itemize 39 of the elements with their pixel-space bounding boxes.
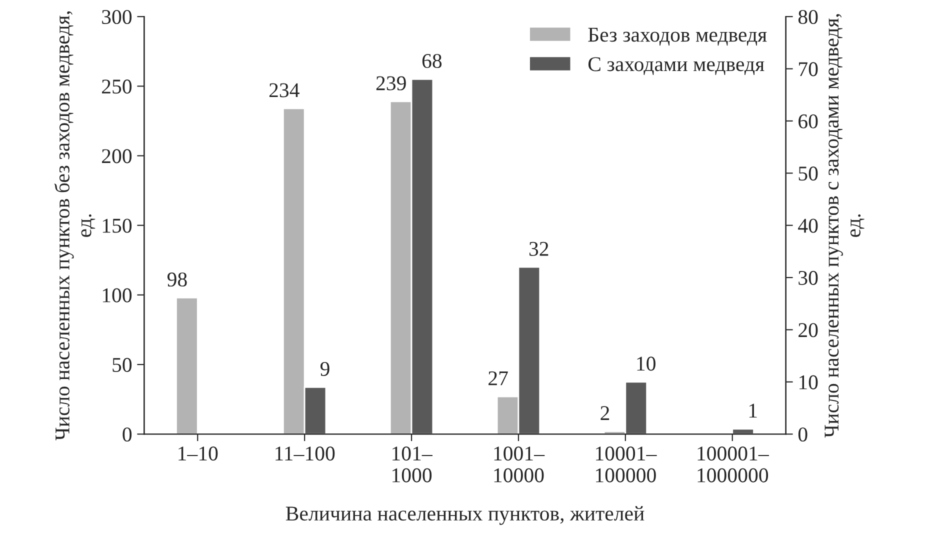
x-tick-label: 1–10 — [178, 446, 218, 461]
data-label: 10 — [637, 356, 656, 371]
data-label: 98 — [167, 272, 187, 287]
y2-tick-label: 20 — [798, 323, 818, 338]
x-tick-label: 100001– 1000000 — [698, 446, 769, 482]
y-tick-label: 50 — [112, 358, 132, 372]
x-tick-label: 1001– 10000 — [494, 446, 545, 482]
data-label: 27 — [488, 371, 508, 386]
y2-tick-label: 60 — [798, 114, 818, 128]
y-tick-label: 300 — [102, 10, 132, 24]
x-tick-label: 11–100 — [276, 446, 335, 461]
y-tick-label: 250 — [102, 80, 132, 94]
y2-tick-label: 40 — [798, 218, 818, 233]
y2-tick-label: 70 — [799, 62, 818, 76]
x-tick-label: 101– 1000 — [392, 446, 432, 482]
legend-label: С заходами медведя — [588, 57, 764, 76]
x-tick-label: 10001– 100000 — [596, 446, 657, 482]
y2-tick-label: 80 — [798, 10, 818, 24]
data-label: 9 — [320, 362, 330, 376]
data-label: 32 — [529, 242, 548, 256]
data-label: 239 — [376, 76, 406, 90]
y2-axis-title: Число населенных пунктов с заходами медведя, ед. — [824, 14, 864, 438]
x-axis-title: Величина населенных пунктов, жителей — [286, 506, 644, 525]
y2-tick-label: 0 — [798, 427, 808, 442]
y2-tick-label: 30 — [798, 270, 818, 285]
y-tick-label: 150 — [102, 218, 132, 233]
data-label: 68 — [422, 54, 442, 68]
bar — [176, 297, 198, 434]
legend-label: Без заходов медведя — [588, 28, 767, 46]
bar — [732, 428, 754, 434]
y2-tick-label: 10 — [799, 375, 818, 390]
data-label: 1 — [749, 404, 757, 418]
y-tick-label: 200 — [102, 149, 132, 164]
y-axis-title: Число населенных пунктов без заходов медведя, ед. — [54, 11, 96, 440]
y-tick-label: 0 — [122, 427, 132, 442]
data-label: 234 — [269, 83, 300, 98]
y2-tick-label: 50 — [798, 166, 818, 181]
data-label: 2 — [600, 406, 610, 420]
y-tick-label: 100 — [102, 288, 132, 302]
